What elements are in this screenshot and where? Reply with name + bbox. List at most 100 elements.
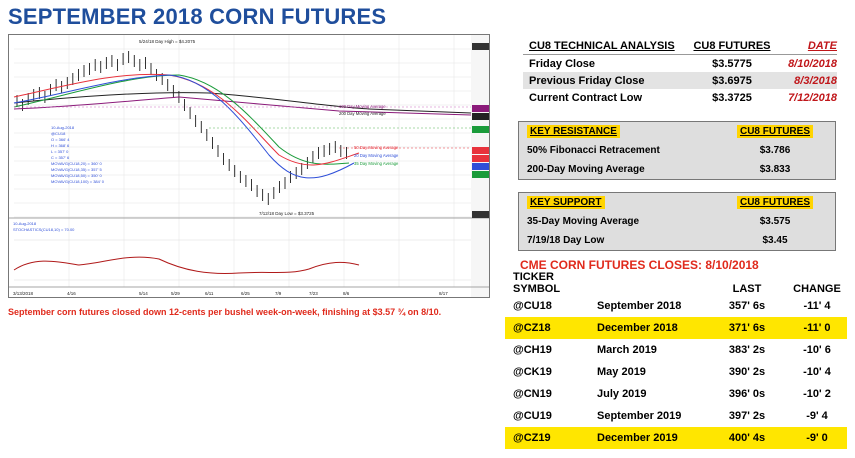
ticker-cell: @CN19 xyxy=(513,388,552,400)
support-header-value: CU8 FUTURES xyxy=(736,196,813,209)
month-cell: May 2019 xyxy=(597,366,646,378)
svg-text:@CU18: @CU18 xyxy=(51,131,66,136)
ma35-line xyxy=(13,74,355,179)
info-legend: 10-Aug-2018 @CU18 O = 366' 4 H = 368' 6 … xyxy=(51,125,105,184)
support-row: 35-Day Moving Average $3.575 xyxy=(519,212,835,231)
svg-text:MOVAVG(CU18,35) = 357' 5: MOVAVG(CU18,35) = 357' 5 xyxy=(51,167,103,172)
ma-label: 20 Day Moving Average xyxy=(354,153,399,158)
technical-header: CU8 TECHNICAL ANALYSIS CU8 FUTURES DATE xyxy=(523,38,837,55)
closes-header-ticker: TICKER SYMBOL xyxy=(513,271,561,295)
change-cell: -10' 2 xyxy=(803,388,831,400)
chart-caption: September corn futures closed down 12-ce… xyxy=(8,307,442,317)
svg-text:O = 366' 4: O = 366' 4 xyxy=(51,137,70,142)
closes-row: @CZ18 December 2018 371' 6s -11' 0 xyxy=(505,317,847,339)
ma-label: 35 Day Moving Average xyxy=(354,161,399,166)
chart-canvas: 10-Aug-2018 @CU18 O = 366' 4 H = 368' 6 … xyxy=(9,35,489,297)
svg-text:MOVAVG(CU18,20) = 360' 0: MOVAVG(CU18,20) = 360' 0 xyxy=(51,161,103,166)
date-label: 4/16 xyxy=(67,291,76,296)
resistance-label: 200-Day Moving Average xyxy=(527,164,645,175)
technical-row: Current Contract Low $3.3725 7/12/2018 xyxy=(523,89,837,106)
change-cell: -11' 0 xyxy=(803,322,831,334)
ma20-line xyxy=(13,73,360,166)
month-cell: December 2019 xyxy=(597,432,678,444)
date-axis: 3/13/2018 4/16 5/14 5/29 6/11 6/25 7/9 7/23 8/6 8… xyxy=(13,291,448,296)
month-cell: September 2018 xyxy=(597,300,682,312)
ma-label: 100 Day Moving Average xyxy=(339,104,386,109)
ma-label: 50 Day Moving Average xyxy=(354,145,399,150)
closes-row: @CN19 July 2019 396' 0s -10' 2 xyxy=(505,383,847,405)
resistance-row: 50% Fibonacci Retracement $3.786 xyxy=(519,141,835,160)
technical-header-value: CU8 FUTURES xyxy=(693,40,771,52)
date-label: 5/14 xyxy=(139,291,148,296)
oscillator-line xyxy=(13,256,360,274)
support-value: $3.45 xyxy=(762,235,788,246)
closes-header: TICKER SYMBOL LAST CHANGE xyxy=(505,271,847,295)
date-label: 8/17 xyxy=(439,291,448,296)
svg-text:MOVAVG(CU18,50) = 350' 0: MOVAVG(CU18,50) = 350' 0 xyxy=(51,173,103,178)
ticker-cell: @CK19 xyxy=(513,366,552,378)
svg-text:C = 357' 6: C = 357' 6 xyxy=(51,155,70,160)
technical-label: Friday Close xyxy=(529,57,596,70)
resistance-label: 50% Fibonacci Retracement xyxy=(527,145,660,156)
date-label: 8/6 xyxy=(343,291,350,296)
technical-value: $3.3725 xyxy=(712,91,752,104)
technical-header-date: DATE xyxy=(807,40,837,52)
technical-header-label: CU8 TECHNICAL ANALYSIS xyxy=(529,40,675,52)
key-resistance-box: KEY RESISTANCE CU8 FUTURES 50% Fibonacci… xyxy=(518,121,836,180)
date-label: 6/11 xyxy=(205,291,214,296)
support-header: KEY SUPPORT CU8 FUTURES xyxy=(519,193,835,212)
svg-text:STOCHASTICS(CU18,10) = 70.00: STOCHASTICS(CU18,10) = 70.00 xyxy=(13,227,75,232)
month-cell: July 2019 xyxy=(597,388,647,400)
ticker-cell: @CZ18 xyxy=(513,322,551,334)
technical-analysis-table: CU8 TECHNICAL ANALYSIS CU8 FUTURES DATE … xyxy=(523,38,837,106)
ma50-line xyxy=(13,74,350,165)
technical-label: Current Contract Low xyxy=(529,91,643,104)
resistance-value: $3.833 xyxy=(759,164,791,175)
resistance-header-label: KEY RESISTANCE xyxy=(527,125,620,138)
closes-title: CME CORN FUTURES CLOSES: 8/10/2018 xyxy=(520,258,759,272)
date-label: 7/23 xyxy=(309,291,318,296)
ma-labels: 100 Day Moving Average 200 Day Moving Ave… xyxy=(339,104,399,166)
last-cell: 396' 0s xyxy=(728,388,766,400)
change-cell: -11' 4 xyxy=(803,300,831,312)
closes-header-change: CHANGE xyxy=(793,283,841,295)
ticker-cell: @CH19 xyxy=(513,344,552,356)
closes-header-last: LAST xyxy=(732,283,762,295)
technical-label: Previous Friday Close xyxy=(529,74,645,87)
last-cell: 390' 2s xyxy=(728,366,766,378)
technical-date: 8/3/2018 xyxy=(794,74,837,87)
last-cell: 357' 6s xyxy=(728,300,766,312)
month-cell: March 2019 xyxy=(597,344,657,356)
day-low-label: 7/12/18 Day Low = $3.3725 xyxy=(259,211,315,216)
futures-closes-table: TICKER SYMBOL LAST CHANGE @CU18 September… xyxy=(505,271,847,449)
resistance-header: KEY RESISTANCE CU8 FUTURES xyxy=(519,122,835,141)
price-bars xyxy=(16,51,347,205)
date-label: 6/25 xyxy=(241,291,250,296)
date-label: 5/29 xyxy=(171,291,180,296)
technical-value: $3.5775 xyxy=(712,57,752,70)
support-label: 7/19/18 Day Low xyxy=(527,235,605,246)
last-cell: 397' 2s xyxy=(728,410,766,422)
support-header-label: KEY SUPPORT xyxy=(527,196,605,209)
support-label: 35-Day Moving Average xyxy=(527,216,640,227)
technical-value: $3.6975 xyxy=(712,74,752,87)
last-cell: 371' 6s xyxy=(728,322,766,334)
price-chart: 10-Aug-2018 @CU18 O = 366' 4 H = 368' 6 … xyxy=(8,34,490,298)
closes-row: @CU18 September 2018 357' 6s -11' 4 xyxy=(505,295,847,317)
resistance-header-value: CU8 FUTURES xyxy=(736,125,813,138)
svg-text:10-Aug-2018: 10-Aug-2018 xyxy=(51,125,75,130)
change-cell: -10' 6 xyxy=(803,344,831,356)
technical-row: Previous Friday Close $3.6975 8/3/2018 xyxy=(523,72,837,89)
change-cell: -10' 4 xyxy=(803,366,831,378)
change-cell: -9' 4 xyxy=(806,410,828,422)
date-label: 7/9 xyxy=(275,291,282,296)
closes-row: @CU19 September 2019 397' 2s -9' 4 xyxy=(505,405,847,427)
ma100-line xyxy=(13,96,472,116)
svg-text:10-Aug-2018: 10-Aug-2018 xyxy=(13,221,37,226)
month-cell: September 2019 xyxy=(597,410,682,422)
change-cell: -9' 0 xyxy=(806,432,828,444)
resistance-row: 200-Day Moving Average $3.833 xyxy=(519,160,835,179)
svg-text:L = 357' 0: L = 357' 0 xyxy=(51,149,69,154)
closes-row: @CZ19 December 2019 400' 4s -9' 0 xyxy=(505,427,847,449)
resistance-value: $3.786 xyxy=(759,145,791,156)
